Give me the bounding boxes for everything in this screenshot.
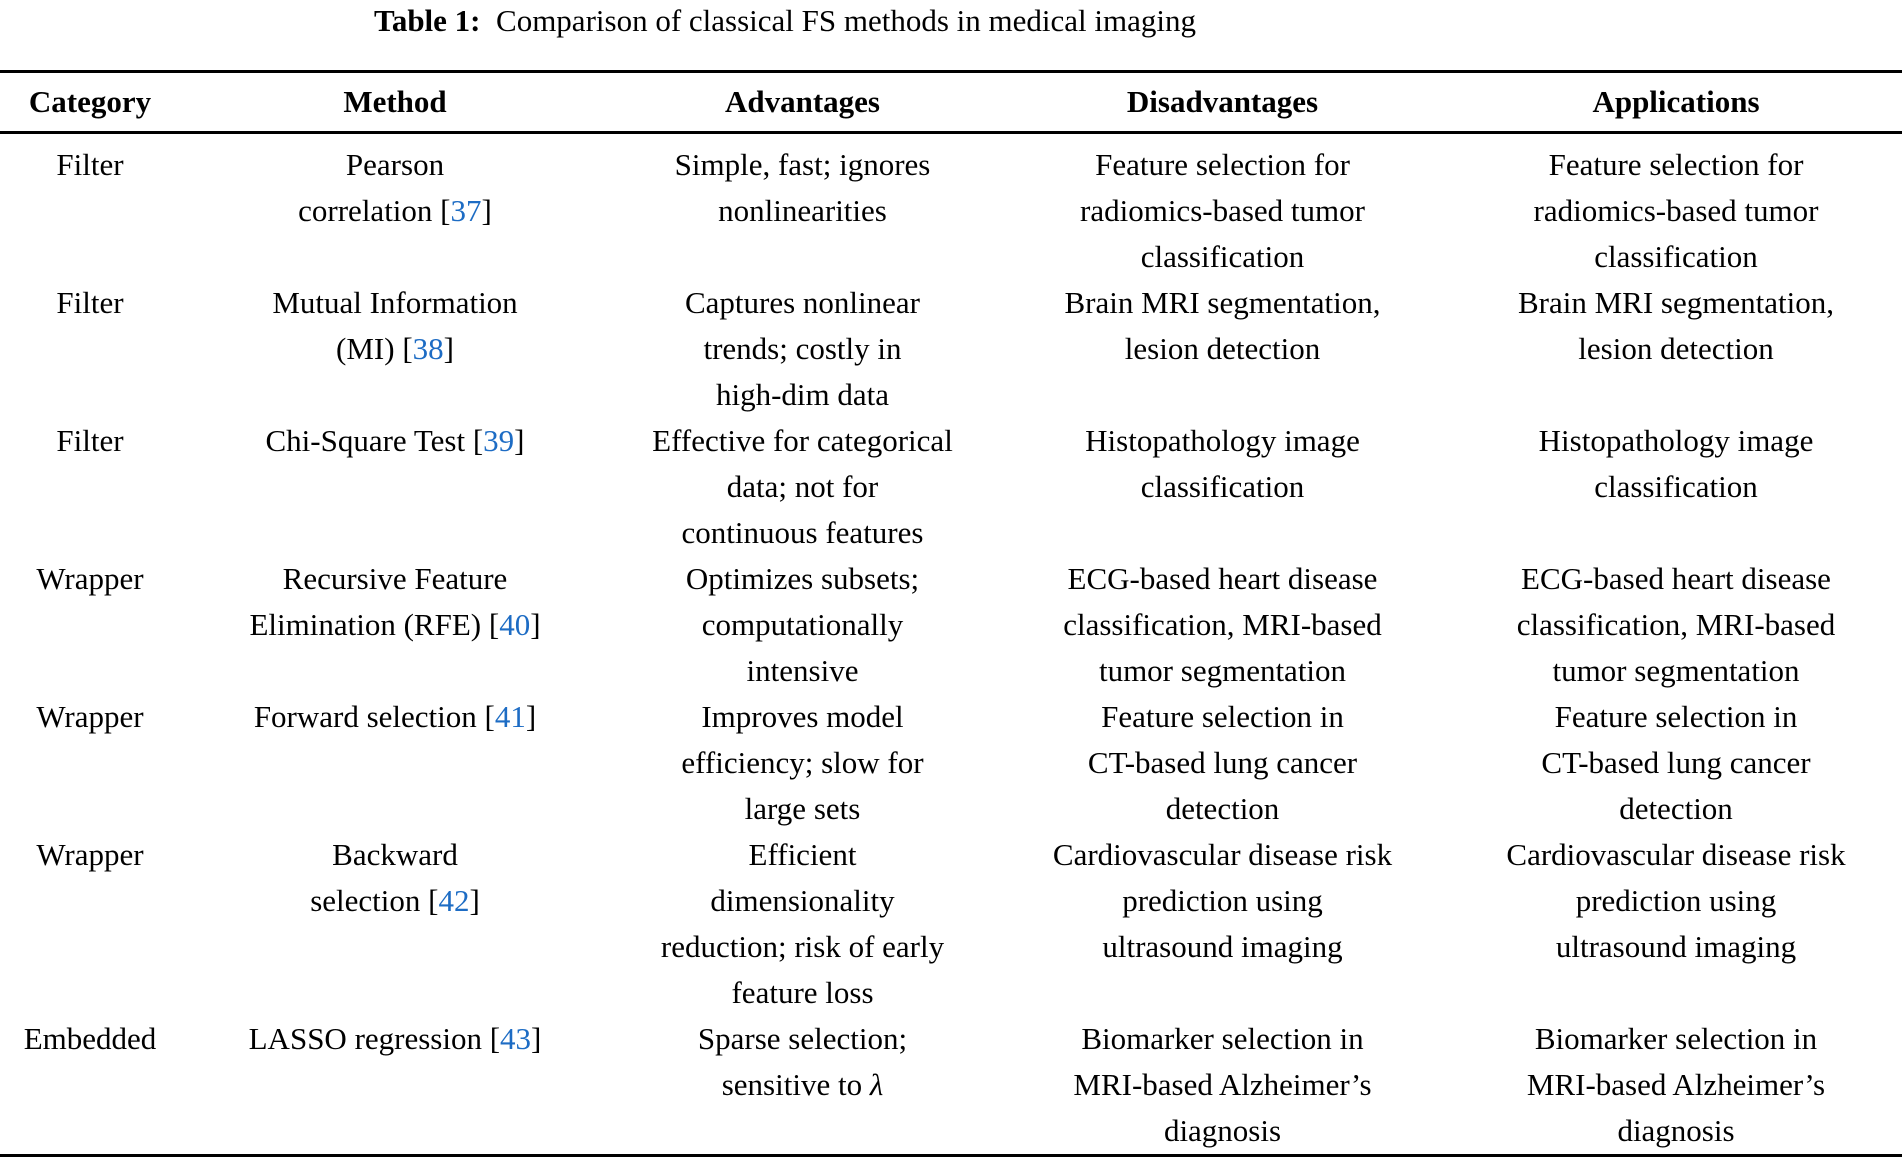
cell-category: Filter xyxy=(56,147,124,182)
cell-applications: Brain MRI segmentation, lesion detection xyxy=(1518,285,1834,366)
cell-advantages: Efficient dimensionality reduction; risk… xyxy=(660,837,945,1010)
citation-link[interactable]: 38 xyxy=(412,331,444,366)
cell-applications: ECG-based heart disease classification, … xyxy=(1516,561,1836,688)
table-row: Embedded LASSO regression [43] Sparse se… xyxy=(0,1016,1902,1156)
citation-link[interactable]: 40 xyxy=(499,607,531,642)
cell-method: Pearson correlation [37] xyxy=(298,147,492,228)
citation-link[interactable]: 43 xyxy=(500,1021,532,1056)
cell-applications: Feature selection in CT-based lung cance… xyxy=(1541,699,1811,826)
table-header-row: Category Method Advantages Disadvantages… xyxy=(0,71,1902,134)
citation-link[interactable]: 42 xyxy=(438,883,470,918)
lambda-symbol: λ xyxy=(869,1067,884,1102)
column-header-applications: Applications xyxy=(1450,71,1902,134)
table-row: Filter Chi-Square Test [39] Effective fo… xyxy=(0,418,1902,556)
cell-category: Filter xyxy=(56,423,124,458)
citation-link[interactable]: 41 xyxy=(494,699,526,734)
cell-applications: Feature selection for radiomics-based tu… xyxy=(1533,147,1819,274)
table-row: Wrapper Forward selection [41] Improves … xyxy=(0,694,1902,832)
cell-disadvantages: Brain MRI segmentation, lesion detection xyxy=(1064,285,1381,366)
citation-link[interactable]: 39 xyxy=(483,423,515,458)
column-header-disadvantages: Disadvantages xyxy=(995,71,1450,134)
cell-applications: Cardiovascular disease risk prediction u… xyxy=(1506,837,1846,964)
cell-applications: Histopathology image classification xyxy=(1538,423,1814,504)
cell-disadvantages: Cardiovascular disease risk prediction u… xyxy=(1052,837,1393,964)
cell-category: Wrapper xyxy=(36,837,144,872)
cell-method: Forward selection [41] xyxy=(253,699,537,734)
cell-advantages: Captures nonlinear trends; costly in hig… xyxy=(684,285,920,412)
cell-advantages: Sparse selection; sensitive to λ xyxy=(697,1021,908,1102)
cell-category: Wrapper xyxy=(36,699,144,734)
table-caption-label: Table 1: xyxy=(373,3,481,38)
table-row: Filter Pearson correlation [37] Simple, … xyxy=(0,133,1902,281)
cell-advantages: Effective for categorical data; not for … xyxy=(652,423,953,550)
cell-disadvantages: Feature selection for radiomics-based tu… xyxy=(1080,147,1365,274)
cell-advantages: Improves model efficiency; slow for larg… xyxy=(681,699,924,826)
cell-method: Mutual Information (MI) [38] xyxy=(272,285,518,366)
cell-advantages: Simple, fast; ignores nonlinearities xyxy=(674,147,931,228)
column-header-method: Method xyxy=(180,71,610,134)
cell-method: Recursive Feature Elimination (RFE) [40] xyxy=(249,561,541,642)
cell-disadvantages: Histopathology image classification xyxy=(1085,423,1360,504)
cell-category: Wrapper xyxy=(36,561,144,596)
cell-advantages: Optimizes subsets; computationally inten… xyxy=(685,561,920,688)
cell-category: Embedded xyxy=(23,1021,157,1056)
cell-disadvantages: Biomarker selection in MRI-based Alzheim… xyxy=(1073,1021,1372,1148)
cell-applications: Biomarker selection in MRI-based Alzheim… xyxy=(1526,1021,1826,1148)
cell-method: Chi-Square Test [39] xyxy=(265,423,525,458)
table-row: Filter Mutual Information (MI) [38] Capt… xyxy=(0,280,1902,418)
table-caption-title: Comparison of classical FS methods in me… xyxy=(496,3,1196,38)
table-caption: Table 1: Comparison of classical FS meth… xyxy=(0,0,1570,42)
citation-link[interactable]: 37 xyxy=(450,193,482,228)
cell-disadvantages: Feature selection in CT-based lung cance… xyxy=(1087,699,1358,826)
table-caption-text xyxy=(488,3,496,38)
column-header-category: Category xyxy=(0,71,180,134)
cell-method: Backward selection [42] xyxy=(310,837,480,918)
cell-category: Filter xyxy=(56,285,124,320)
cell-disadvantages: ECG-based heart disease classification, … xyxy=(1063,561,1382,688)
column-header-advantages: Advantages xyxy=(610,71,995,134)
fs-methods-comparison-table: Category Method Advantages Disadvantages… xyxy=(0,70,1902,1157)
table-row: Wrapper Recursive Feature Elimination (R… xyxy=(0,556,1902,694)
cell-method: LASSO regression [43] xyxy=(248,1021,542,1056)
table-row: Wrapper Backward selection [42] Efficien… xyxy=(0,832,1902,1016)
